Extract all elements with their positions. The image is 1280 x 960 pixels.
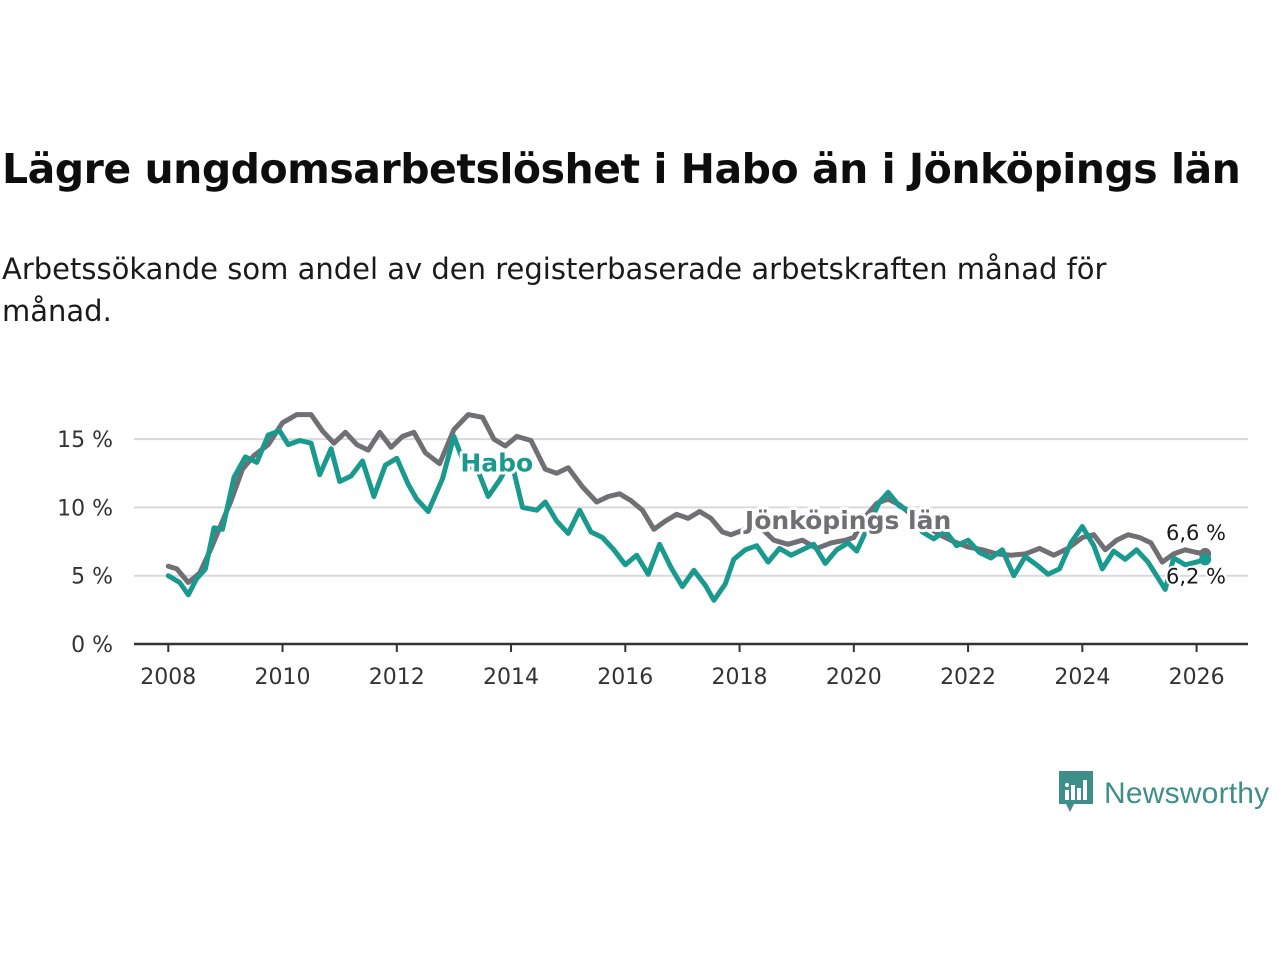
x-tick-label: 2016: [597, 665, 653, 690]
series-line-habo: [165, 428, 1208, 603]
end-value-label-jonkopings-lan: 6,6 %: [1166, 521, 1226, 545]
line-chart: 0 % 5 % 10 % 15 % 2008 2010 2012 2014 2016 2018 20…: [57, 412, 1248, 690]
brand-name: Newsworthy: [1104, 777, 1270, 810]
x-tick-label: 2008: [140, 665, 196, 690]
x-tick-label: 2026: [1169, 665, 1225, 690]
end-point-habo: [1199, 553, 1212, 566]
y-tick-label: 10 %: [57, 496, 113, 521]
x-tick-label: 2024: [1054, 665, 1110, 690]
x-tick-label: 2014: [483, 665, 539, 690]
chart-title: Lägre ungdomsarbetslöshet i Habo än i Jö…: [2, 145, 1241, 193]
newsworthy-logo-icon: [1059, 771, 1093, 812]
x-tick-label: 2022: [940, 665, 996, 690]
brand-logo: Newsworthy: [1058, 770, 1269, 818]
x-tick-label: 2012: [369, 665, 425, 690]
end-value-label-habo: 6,2 %: [1166, 564, 1226, 588]
x-tick-label: 2010: [255, 665, 311, 690]
y-tick-label: 15 %: [57, 428, 113, 453]
series-label-jonkopings-lan: Jönköpings län: [743, 506, 951, 535]
x-tick-label: 2018: [712, 665, 768, 690]
x-tick-label: 2020: [826, 665, 882, 690]
y-tick-label: 5 %: [71, 565, 113, 590]
y-tick-label: 0 %: [71, 633, 113, 658]
chart-subtitle: Arbetssökande som andel av den registerb…: [2, 252, 1107, 328]
series-label-habo: Habo: [460, 449, 533, 478]
series-line-jonkopings-lan: [165, 412, 1208, 585]
